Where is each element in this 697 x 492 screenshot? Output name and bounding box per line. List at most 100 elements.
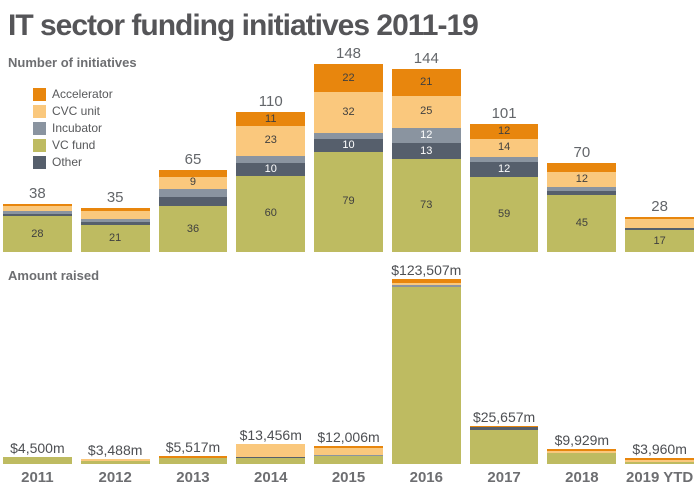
bar-total-label: $12,006m bbox=[317, 429, 380, 446]
bar-total-label: $4,500m bbox=[10, 440, 65, 457]
vc_fund-segment bbox=[80, 460, 150, 464]
bar-group-2019-ytd: 28 17 bbox=[625, 197, 695, 252]
incubator-segment bbox=[314, 454, 383, 456]
bar-group-2019-ytd: $3,960m bbox=[625, 441, 695, 464]
bar-stack bbox=[469, 425, 539, 464]
bar-group-2011: 38 28 bbox=[3, 184, 72, 252]
accelerator-segment bbox=[158, 169, 228, 178]
vc_fund-swatch-icon bbox=[33, 139, 46, 152]
vc_fund-segment: 59 bbox=[469, 177, 539, 252]
page-title: IT sector funding initiatives 2011-19 bbox=[8, 9, 479, 42]
cvc_unit-segment: 14 bbox=[469, 139, 539, 157]
cvc_unit-segment bbox=[80, 458, 150, 461]
accelerator-segment bbox=[314, 446, 383, 448]
amount-bars: $4,500m $3,488m $5,517m $13,456m $12,006m $12… bbox=[0, 252, 697, 464]
bar-total-label: 35 bbox=[106, 188, 124, 206]
accelerator-segment bbox=[391, 278, 461, 284]
vc_fund-segment bbox=[391, 286, 461, 464]
legend-label: Accelerator bbox=[52, 87, 113, 101]
accelerator-swatch-icon bbox=[33, 88, 46, 101]
cvc_unit-swatch-icon bbox=[33, 105, 46, 118]
x-axis-label-2013: 2013 bbox=[176, 469, 210, 486]
bar-stack bbox=[80, 458, 150, 464]
x-axis: 2011 2012 2013 2014 2015 2016 2017 2018 2019 YTD bbox=[0, 464, 697, 492]
cvc_unit-segment: 12 bbox=[547, 172, 617, 188]
x-axis-label-2018: 2018 bbox=[565, 469, 599, 486]
legend-item-cvc_unit: CVC unit bbox=[33, 105, 113, 118]
cvc_unit-segment bbox=[80, 211, 150, 220]
vc_fund-segment: 36 bbox=[158, 206, 228, 252]
incubator-segment bbox=[158, 188, 228, 198]
accelerator-segment bbox=[625, 216, 695, 220]
vc_fund-segment: 60 bbox=[236, 175, 306, 252]
cvc_unit-segment: 25 bbox=[391, 95, 461, 128]
cvc_unit-segment bbox=[625, 459, 695, 462]
accelerator-segment: 21 bbox=[391, 69, 461, 96]
legend-label: VC fund bbox=[52, 138, 96, 152]
bar-stack: 12 14 12 59 bbox=[469, 123, 539, 252]
accelerator-segment: 22 bbox=[314, 64, 383, 93]
bar-total-label: 148 bbox=[336, 45, 362, 63]
accelerator-segment bbox=[80, 207, 150, 212]
vc_fund-segment bbox=[3, 457, 72, 464]
vc_fund-segment bbox=[314, 456, 383, 464]
bar-total-label: $5,517m bbox=[165, 438, 221, 455]
initiatives-chart: Number of initiatives Accelerator CVC uni… bbox=[0, 46, 697, 252]
incubator-segment bbox=[236, 155, 306, 164]
accelerator-segment bbox=[625, 458, 695, 460]
bar-group-2015: 148 22 32 10 79 bbox=[314, 46, 383, 252]
legend-label: Other bbox=[52, 155, 83, 169]
cvc_unit-segment bbox=[3, 206, 72, 212]
amount-chart-title: Amount raised bbox=[8, 268, 100, 283]
incubator-swatch-icon bbox=[33, 122, 46, 135]
bar-stack bbox=[3, 457, 72, 464]
bar-total-label: 38 bbox=[29, 184, 46, 202]
x-axis-label-2015: 2015 bbox=[331, 469, 366, 486]
vc_fund-segment: 73 bbox=[391, 159, 461, 252]
bar-total-label: $3,960m bbox=[632, 441, 687, 458]
bar-total-label: $25,657m bbox=[472, 408, 536, 425]
cvc_unit-segment bbox=[236, 443, 306, 457]
incubator-segment bbox=[547, 187, 617, 192]
cvc_unit-segment: 32 bbox=[314, 92, 383, 133]
x-axis-label-2014: 2014 bbox=[254, 469, 288, 486]
bar-group-2017: $25,657m bbox=[469, 408, 539, 464]
incubator-segment bbox=[314, 132, 383, 140]
accelerator-segment bbox=[158, 455, 228, 458]
cvc_unit-segment: 9 bbox=[158, 177, 228, 189]
other-segment bbox=[469, 427, 539, 430]
incubator-segment bbox=[391, 284, 461, 287]
x-axis-label-2016: 2016 bbox=[409, 469, 443, 486]
other-segment bbox=[80, 221, 150, 226]
bar-stack bbox=[158, 455, 228, 464]
incubator-segment: 12 bbox=[391, 127, 461, 143]
legend-item-accelerator: Accelerator bbox=[33, 88, 113, 101]
vc_fund-segment: 28 bbox=[3, 216, 72, 252]
accelerator-segment bbox=[3, 203, 72, 207]
other-segment: 12 bbox=[469, 161, 539, 178]
bar-total-label: 65 bbox=[184, 150, 202, 168]
x-axis-label-2012: 2012 bbox=[98, 469, 132, 486]
bar-group-2017: 101 12 14 12 59 bbox=[469, 105, 539, 252]
legend-item-incubator: Incubator bbox=[33, 122, 113, 135]
bar-total-label: $9,929m bbox=[554, 432, 610, 449]
bar-stack: 21 bbox=[80, 207, 150, 252]
other-segment bbox=[547, 191, 617, 195]
other-segment bbox=[625, 227, 695, 231]
legend-item-other: Other bbox=[33, 156, 113, 169]
other-segment bbox=[3, 213, 72, 217]
bar-total-label: 28 bbox=[651, 197, 668, 215]
bar-total-label: 144 bbox=[413, 50, 439, 68]
vc_fund-segment: 79 bbox=[314, 151, 383, 252]
cvc_unit-segment bbox=[547, 450, 617, 453]
bar-stack bbox=[625, 458, 695, 464]
other-segment: 10 bbox=[236, 163, 306, 176]
bar-stack: 28 bbox=[3, 203, 72, 252]
accelerator-segment bbox=[547, 449, 617, 451]
other-segment bbox=[158, 197, 228, 207]
legend-label: CVC unit bbox=[52, 104, 101, 118]
accelerator-segment bbox=[469, 425, 539, 428]
cvc_unit-segment bbox=[391, 283, 461, 285]
vc_fund-segment bbox=[625, 461, 695, 464]
